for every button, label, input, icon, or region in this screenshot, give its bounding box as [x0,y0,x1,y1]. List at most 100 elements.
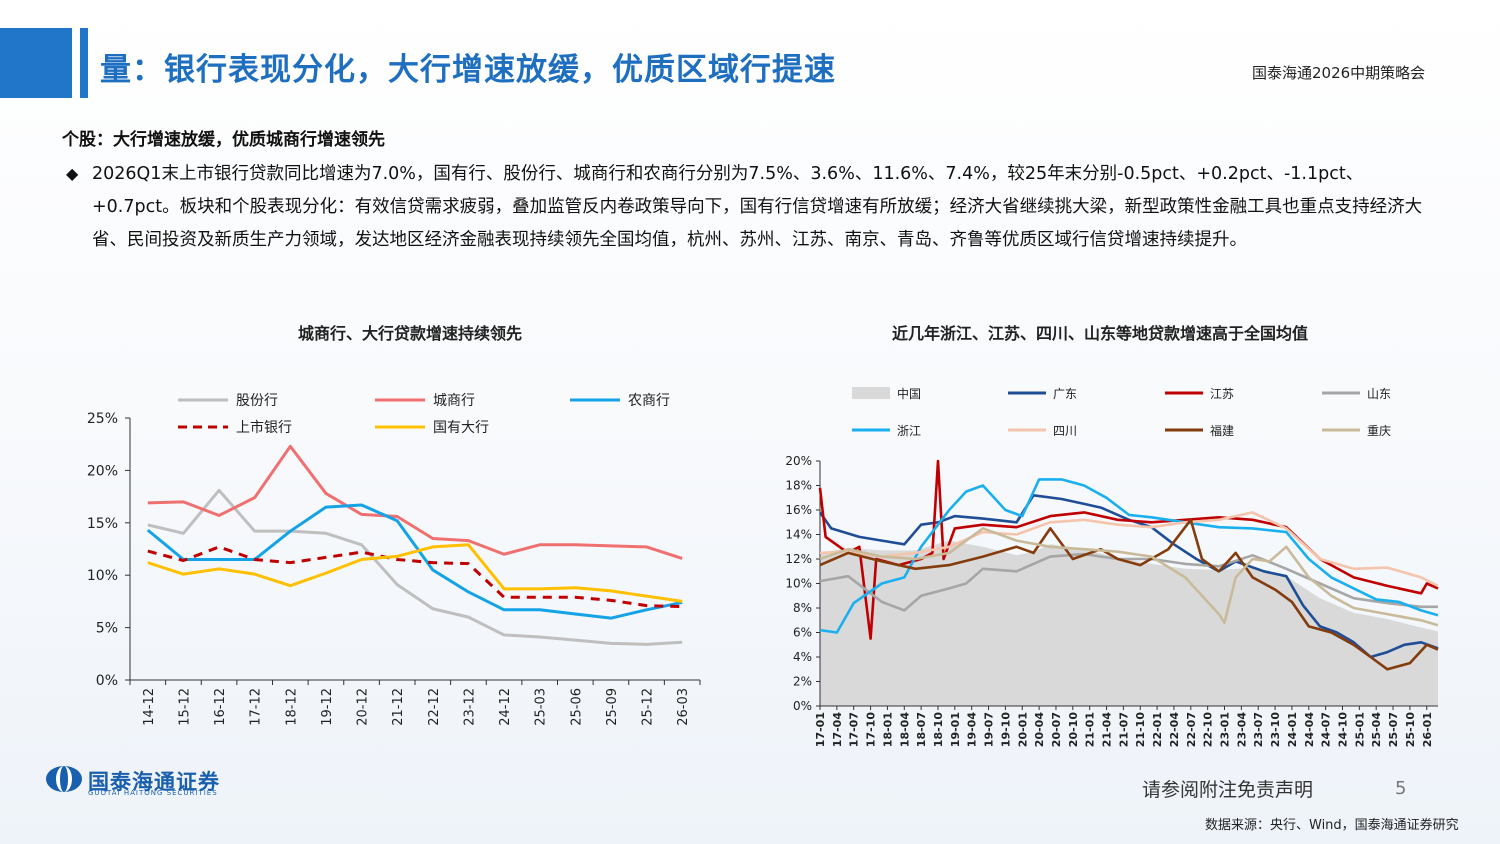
chart2-series-line [819,478,1439,634]
section-subheading: 个股：大行增速放缓，优质城商行增速领先 [62,130,385,150]
chart1-x-tick-label: 18-12 [284,688,299,726]
chart2-y-tick-label: 4% [793,650,812,664]
chart2-x-tick-label: 21-07 [1117,712,1130,747]
chart1-series-line [147,543,683,603]
chart1-x-tick-label: 26-03 [676,688,691,726]
chart1-legend-label: 股份行 [236,393,278,409]
chart2-legend-label: 广东 [1053,387,1077,401]
chart2-x-tick-label: 22-07 [1185,712,1198,747]
chart2-x-tick-label: 25-07 [1387,712,1400,747]
chart2-plot: 0% 2% 4% 6% 8% 10% 12% 14% 16% 18% 20% 17-01 17-04 17… [785,386,1439,748]
chart2-series-line [819,552,1438,612]
chart2-y-tick-label: 12% [785,552,812,566]
chart2-y-tick-label: 2% [793,675,812,689]
chart2-x-tick-label: 19-07 [983,712,996,747]
chart2-x-tick-label: 19-04 [966,712,979,748]
chart2-x-tick-label: 20-10 [1067,712,1080,748]
chart2-series-line [818,459,1439,640]
chart2-legend-label: 重庆 [1367,424,1391,438]
chart2-y-tick-label: 10% [785,577,812,591]
chart2-x-tick-label: 21-01 [1084,712,1097,747]
chart2-x-tick-label: 21-10 [1134,712,1147,748]
chart2-series-line [819,518,1439,671]
chart1-series-line [147,545,683,609]
chart2-series-line [819,527,1439,627]
chart2-x-tick-label: 19-10 [999,712,1012,748]
brand-tag: 国泰海通2026中期策略会 [1252,64,1426,82]
header-accent-bar [80,28,88,98]
chart2-area-series [820,540,1438,706]
chart2-y-tick-label: 20% [785,454,812,468]
chart1-x-tick-label: 15-12 [177,688,192,726]
chart2-x-tick-label: 23-10 [1269,712,1282,748]
chart2-x-tick-label: 18-01 [881,712,894,747]
chart2-x-tick-label: 25-01 [1353,712,1366,747]
chart2-y-tick-label: 8% [793,601,812,615]
chart1-y-tick-label: 25% [87,411,118,427]
chart1-y-tick-label: 10% [87,568,118,584]
chart2-title: 近几年浙江、江苏、四川、山东等地贷款增速高于全国均值 [891,324,1308,343]
chart2-legend-label: 江苏 [1210,387,1234,401]
chart1-x-tick-label: 24-12 [498,688,513,726]
chart1-x-tick-label: 17-12 [249,688,264,726]
chart2-y-tick-label: 6% [793,626,812,640]
chart2-x-tick-label: 26-01 [1421,712,1434,747]
chart1-y-tick-label: 5% [96,621,118,637]
chart2-x-tick-label: 17-10 [865,712,878,748]
logo-icon [46,766,82,792]
chart2-x-tick-label: 18-04 [898,712,911,748]
chart2-x-tick-label: 21-04 [1101,712,1114,748]
chart1-legend-label: 上市银行 [236,419,292,436]
chart2-x-tick-label: 19-01 [949,712,962,747]
chart2-x-tick-label: 23-01 [1219,712,1232,747]
chart2-y-tick-label: 14% [785,528,812,542]
chart1-legend-label: 农商行 [628,393,670,409]
chart1-series-line [147,488,683,646]
chart2-x-tick-label: 20-07 [1050,712,1063,747]
chart1-y-tick-label: 20% [87,463,118,479]
chart1-x-tick-label: 25-06 [569,688,584,726]
logo-text: 国泰海通证券 [88,770,220,794]
chart1-x-tick-label: 14-12 [142,688,157,726]
chart1-x-tick-label: 16-12 [213,688,228,726]
chart1-x-tick-label: 25-09 [605,688,620,726]
chart2-legend-label: 四川 [1053,424,1077,438]
chart2-legend-label: 山东 [1367,387,1391,401]
chart2-x-tick-label: 18-10 [932,712,945,748]
chart2-legend-label: 福建 [1210,423,1234,438]
chart2-y-tick-label: 16% [785,503,812,517]
summary-paragraph: 2026Q1末上市银行贷款同比增速为7.0%，国有行、股份行、城商行和农商行分别… [92,164,1423,250]
chart2-y-tick-label: 18% [785,479,812,493]
bullet-diamond: ◆ [66,164,79,183]
chart2-x-tick-label: 20-04 [1033,712,1046,748]
chart1-x-tick-label: 21-12 [391,688,406,726]
chart2-x-tick-label: 24-07 [1320,712,1333,747]
chart2-legend-label: 浙江 [897,424,921,438]
chart2-x-tick-label: 18-07 [915,712,928,747]
chart2-y-tick-label: 0% [793,699,812,713]
chart1-series-line [147,444,683,560]
chart2-x-tick-label: 25-10 [1404,712,1417,748]
chart1-legend-label: 城商行 [433,393,475,409]
chart2-x-tick-label: 22-01 [1151,712,1164,747]
chart2-legend-swatch [852,387,890,399]
chart1-legend-label: 国有大行 [433,420,489,436]
chart1-plot: 0% 5% 10% 15% 20% 25% 14-12 15-12 16-12 17-12 18-1… [87,393,701,726]
chart1-x-tick-label: 20-12 [356,688,371,726]
chart2-x-tick-label: 22-04 [1168,712,1181,748]
chart1-y-tick-label: 15% [87,516,118,532]
disclaimer-link[interactable]: 请参阅附注免责声明 [1142,779,1314,801]
chart2-x-tick-label: 24-01 [1286,712,1299,747]
chart2-x-tick-label: 25-04 [1370,712,1383,748]
chart2-legend-label: 中国 [897,386,921,401]
chart1-series-line [146,503,683,620]
chart1-x-tick-label: 25-12 [641,688,656,726]
chart1-x-tick-label: 23-12 [462,688,477,726]
chart2-x-tick-label: 24-10 [1336,712,1349,748]
header-accent-block [0,28,72,98]
chart2-series-line [819,511,1439,588]
chart1-x-tick-label: 25-03 [534,688,549,726]
chart2-x-tick-label: 22-10 [1202,712,1215,748]
data-source-note: 数据来源：央行、Wind，国泰海通证券研究 [1205,818,1459,833]
chart2-x-tick-label: 23-04 [1235,712,1248,748]
